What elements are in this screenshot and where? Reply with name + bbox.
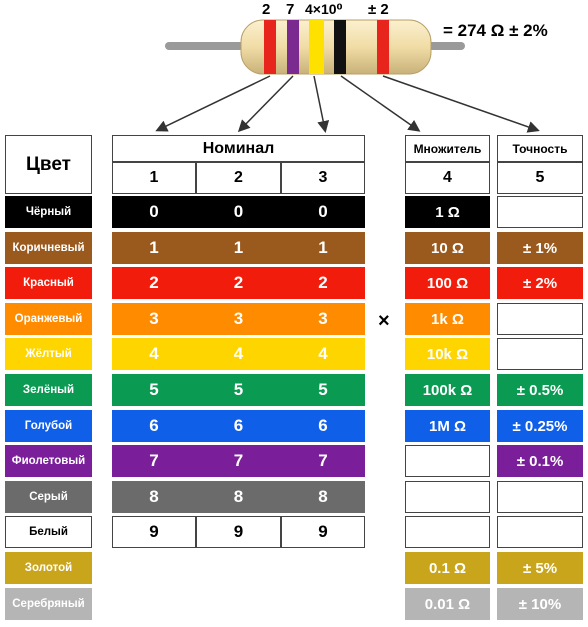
band-label-3: 4×10⁰ bbox=[305, 1, 343, 17]
digit-1-row-3: 3 bbox=[112, 303, 196, 335]
tolerance-row-6: ± 0.25% bbox=[497, 410, 583, 442]
color-header: Цвет bbox=[5, 135, 92, 194]
digit-2-row-4: 4 bbox=[196, 338, 281, 370]
resistor-band-5 bbox=[377, 20, 389, 74]
multiplier-header: Множитель bbox=[405, 135, 490, 162]
tolerance-column-header: 5 bbox=[497, 162, 583, 194]
row-name-3: Оранжевый bbox=[5, 303, 92, 335]
resistor-bands bbox=[264, 20, 389, 74]
tolerance-empty-row-9 bbox=[497, 516, 583, 548]
resistor-band-1 bbox=[264, 20, 276, 74]
multiplier-row-6: 1M Ω bbox=[405, 410, 490, 442]
tolerance-empty-row-3 bbox=[497, 303, 583, 335]
multiplier-empty-row-7 bbox=[405, 445, 490, 477]
row-name-2: Красный bbox=[5, 267, 92, 299]
multiplier-empty-row-8 bbox=[405, 481, 490, 513]
digit-3-row-1: 1 bbox=[281, 232, 365, 264]
digit-2-row-2: 2 bbox=[196, 267, 281, 299]
row-name-6: Голубой bbox=[5, 410, 92, 442]
digit-1-row-5: 5 bbox=[112, 374, 196, 406]
arrow-band5 bbox=[382, 75, 540, 133]
multiplier-empty-row-9 bbox=[405, 516, 490, 548]
digit-3-row-2: 2 bbox=[281, 267, 365, 299]
multiplier-row-3: 1k Ω bbox=[405, 303, 490, 335]
row-name-5: Зелёный bbox=[5, 374, 92, 406]
digit-1-row-8: 8 bbox=[112, 481, 196, 513]
digit-2-row-8: 8 bbox=[196, 481, 281, 513]
multiply-sign: × bbox=[378, 310, 390, 332]
digit-3-row-3: 3 bbox=[281, 303, 365, 335]
digit-column-3-header: 3 bbox=[281, 162, 365, 194]
resistor-band-2 bbox=[287, 20, 299, 74]
digit-2-row-7: 7 bbox=[196, 445, 281, 477]
digit-3-row-9: 9 bbox=[281, 516, 365, 548]
digit-3-row-5: 5 bbox=[281, 374, 365, 406]
tolerance-empty-row-8 bbox=[497, 481, 583, 513]
multiplier-row-5: 100k Ω bbox=[405, 374, 490, 406]
arrow-band3 bbox=[313, 75, 330, 133]
digit-2-row-5: 5 bbox=[196, 374, 281, 406]
row-name-11: Серебряный bbox=[5, 588, 92, 620]
row-name-7: Фиолетовый bbox=[5, 445, 92, 477]
tolerance-row-1: ± 1% bbox=[497, 232, 583, 264]
tolerance-empty-row-0 bbox=[497, 196, 583, 228]
row-name-0: Чёрный bbox=[5, 196, 92, 228]
digit-column-2-header: 2 bbox=[196, 162, 281, 194]
resistor-band-4 bbox=[334, 20, 346, 74]
digit-3-row-6: 6 bbox=[281, 410, 365, 442]
tolerance-empty-row-4 bbox=[497, 338, 583, 370]
digit-1-row-9: 9 bbox=[112, 516, 196, 548]
digit-2-row-6: 6 bbox=[196, 410, 281, 442]
arrow-band2 bbox=[237, 75, 294, 133]
tolerance-row-7: ± 0.1% bbox=[497, 445, 583, 477]
tolerance-row-10: ± 5% bbox=[497, 552, 583, 584]
digit-3-row-4: 4 bbox=[281, 338, 365, 370]
nominal-header: Номинал bbox=[112, 135, 365, 162]
row-name-4: Жёлтый bbox=[5, 338, 92, 370]
multiplier-row-4: 10k Ω bbox=[405, 338, 490, 370]
row-name-9: Белый bbox=[5, 516, 92, 548]
digit-2-row-3: 3 bbox=[196, 303, 281, 335]
tolerance-row-5: ± 0.5% bbox=[497, 374, 583, 406]
tolerance-header: Точность bbox=[497, 135, 583, 162]
resistor-lead-left bbox=[165, 42, 250, 50]
digit-3-row-7: 7 bbox=[281, 445, 365, 477]
multiplier-row-2: 100 Ω bbox=[405, 267, 490, 299]
digit-column-1-header: 1 bbox=[112, 162, 196, 194]
digit-1-row-4: 4 bbox=[112, 338, 196, 370]
digit-2-row-1: 1 bbox=[196, 232, 281, 264]
tolerance-row-11: ± 10% bbox=[497, 588, 583, 620]
multiplier-row-10: 0.1 Ω bbox=[405, 552, 490, 584]
digit-1-row-1: 1 bbox=[112, 232, 196, 264]
resistance-formula: = 274 Ω ± 2% bbox=[443, 21, 548, 40]
digit-3-row-8: 8 bbox=[281, 481, 365, 513]
resistor-lead-right bbox=[425, 42, 465, 50]
row-name-1: Коричневый bbox=[5, 232, 92, 264]
digit-1-row-7: 7 bbox=[112, 445, 196, 477]
multiplier-row-11: 0.01 Ω bbox=[405, 588, 490, 620]
digit-1-row-2: 2 bbox=[112, 267, 196, 299]
multiplier-row-0: 1 Ω bbox=[405, 196, 490, 228]
digit-2-row-0: 0 bbox=[196, 196, 281, 228]
band-label-4: ± 2 bbox=[368, 1, 389, 18]
digit-1-row-0: 0 bbox=[112, 196, 196, 228]
digit-3-row-0: 0 bbox=[281, 196, 365, 228]
multiplier-column-header: 4 bbox=[405, 162, 490, 194]
row-name-10: Золотой bbox=[5, 552, 92, 584]
band-label-2: 7 bbox=[286, 1, 295, 18]
arrow-band4 bbox=[340, 75, 421, 132]
row-name-8: Серый bbox=[5, 481, 92, 513]
digit-2-row-9: 9 bbox=[196, 516, 281, 548]
arrow-band1 bbox=[155, 75, 271, 132]
band-label-1: 2 bbox=[262, 1, 271, 18]
tolerance-row-2: ± 2% bbox=[497, 267, 583, 299]
resistor-band-3 bbox=[309, 20, 324, 74]
multiplier-row-1: 10 Ω bbox=[405, 232, 490, 264]
digit-1-row-6: 6 bbox=[112, 410, 196, 442]
